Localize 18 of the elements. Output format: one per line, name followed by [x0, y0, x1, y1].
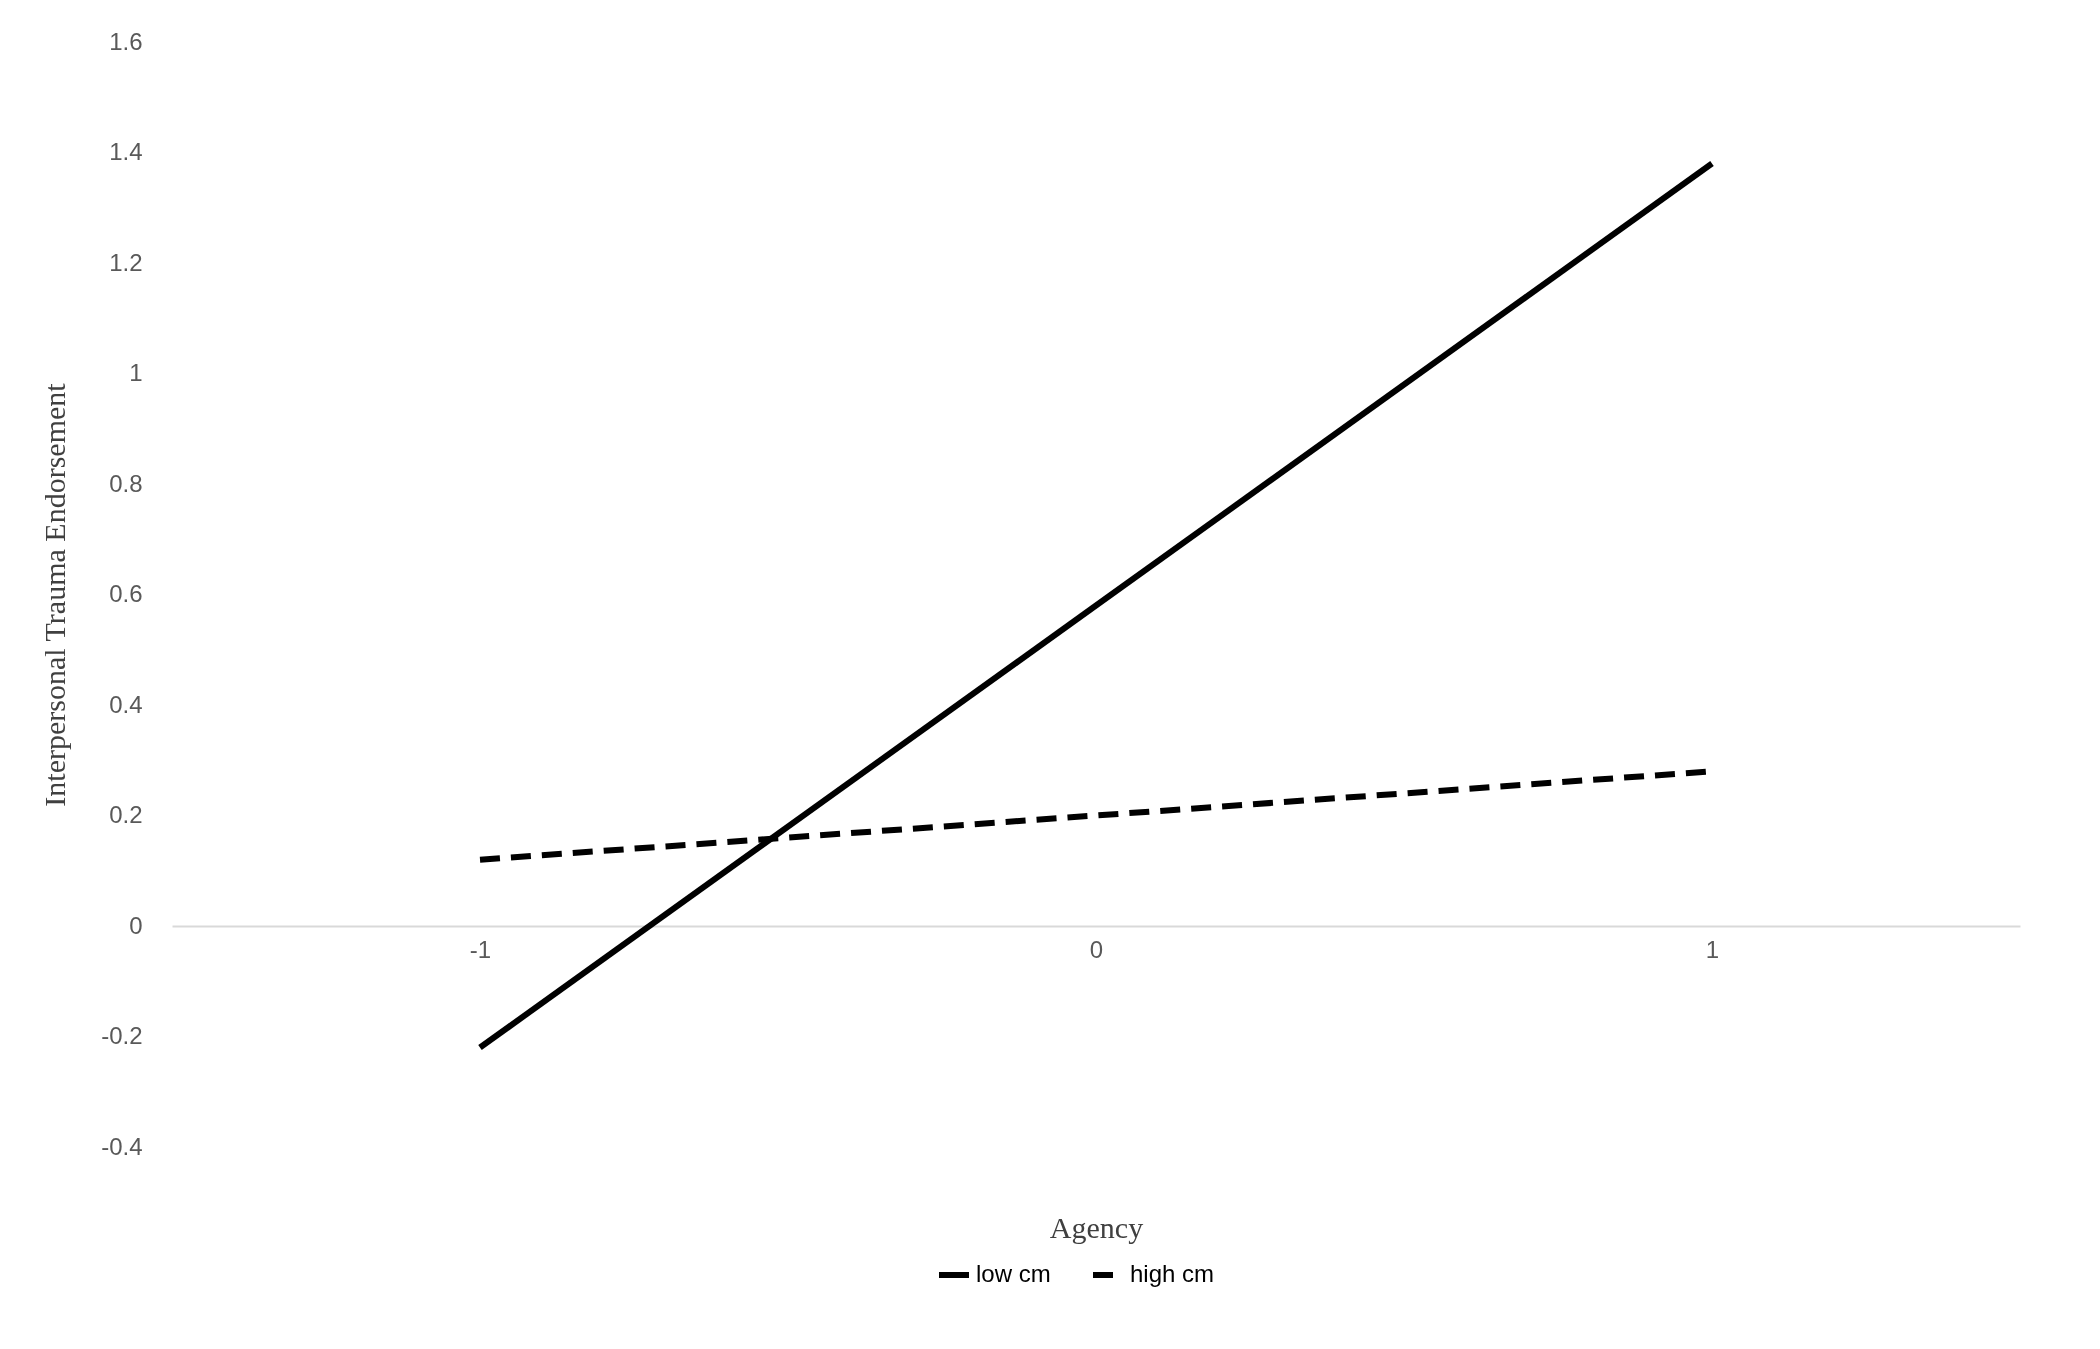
y-tick-label: 1.6 [109, 27, 143, 55]
legend-label: high cm [1130, 1260, 1215, 1287]
y-tick-label: 0.2 [109, 801, 143, 828]
y-tick-label: 0.8 [109, 469, 143, 497]
y-tick-label: 1.4 [109, 138, 143, 165]
y-tick-label: 1.2 [109, 248, 143, 276]
legend-label: low cm [976, 1260, 1051, 1287]
y-tick-label: 0.4 [109, 690, 143, 718]
y-tick-label: 1 [129, 359, 143, 386]
y-tick-label: -0.2 [101, 1022, 143, 1049]
x-tick-label: 1 [1705, 935, 1720, 963]
y-tick-label: -0.4 [101, 1132, 143, 1160]
y-tick-label: 0 [129, 911, 143, 939]
x-tick-label: 0 [1089, 935, 1104, 963]
y-axis-title: Interpersonal Trauma Endorsement [38, 382, 72, 807]
x-axis-title: Agency [1049, 1210, 1144, 1244]
y-tick-label: 0.6 [109, 580, 143, 607]
x-tick-label: -1 [469, 935, 492, 963]
